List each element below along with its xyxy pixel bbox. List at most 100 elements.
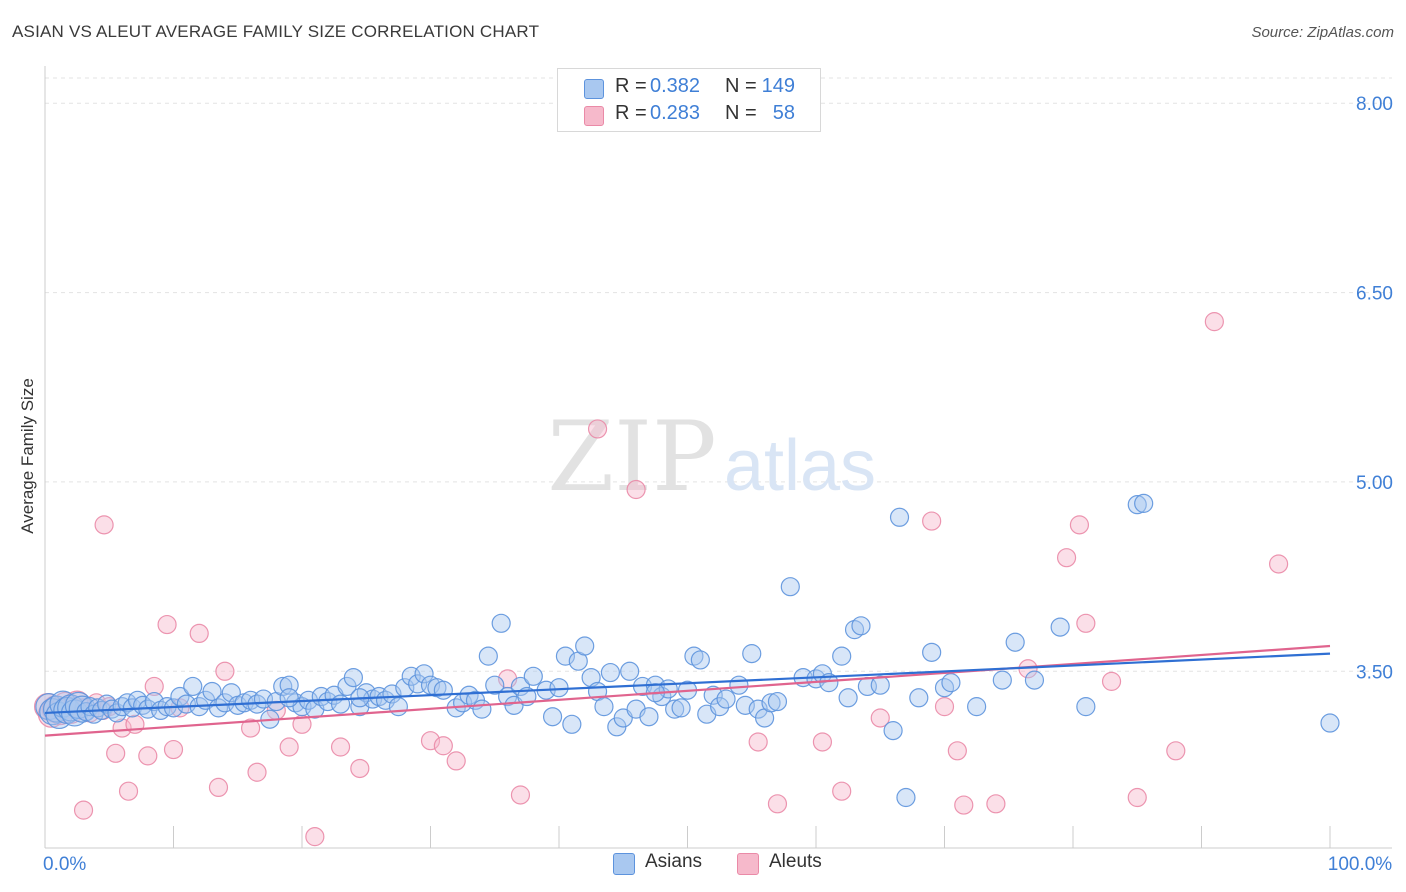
stats-legend: R = 0.382 N = 149 R = 0.283 N = 58 [557,68,821,132]
y-tick-label: 3.50 [1356,662,1393,683]
chart-title: ASIAN VS ALEUT AVERAGE FAMILY SIZE CORRE… [12,22,540,41]
asian-point [896,787,916,808]
asian-point [133,695,153,715]
asian-point [343,667,363,688]
watermark-atlas: atlas [724,426,876,506]
aleut-point [350,758,370,779]
points-layer [33,312,1340,847]
aleut-point [1076,613,1096,633]
aleut-point [1268,554,1289,574]
asian-point [665,699,685,719]
asian-point [620,661,640,681]
asian-point [1024,670,1045,690]
aleut-point [587,419,608,439]
asian-point [639,707,659,727]
x-tick-label: 0.0% [43,854,86,875]
aleut-point [215,661,235,681]
aleut-point [305,827,325,847]
aleut-point [1056,548,1077,568]
asian-point [883,721,903,741]
aleut-point [112,718,132,738]
asian-point [202,681,222,702]
aleuts-swatch [584,106,604,126]
asian-point [542,707,563,727]
aleut-point [870,708,890,728]
asian-point [459,685,479,705]
asian-point [183,676,203,697]
aleut-point [106,743,126,763]
y-tick-label: 6.50 [1356,284,1393,305]
asian-point [1320,713,1340,733]
aleuts-legend-swatch [737,853,759,875]
x-tick-label: 100.0% [1328,854,1393,875]
asian-point [1005,632,1025,652]
asians-swatch [584,79,604,99]
asian-point [433,680,453,700]
asian-point [735,695,755,715]
asian-trendline [44,652,1331,715]
asian-point [555,646,576,666]
aleut-point [433,736,453,756]
trend-layer [44,644,1331,737]
aleut-point [446,751,466,771]
aleut-point [241,718,261,738]
aleut-point [157,614,177,635]
asian-point [414,664,434,684]
asian-point [780,577,800,597]
label-layer: 3.50 5.00 6.50 8.00 0.0% 100.0% [43,94,1393,875]
asian-point [992,670,1012,690]
asian-point [1127,495,1147,515]
aleut-point [94,515,114,535]
asian-point [485,675,505,695]
asian-point [330,694,351,714]
asian-point [934,678,955,698]
asian-point [1050,617,1070,637]
asian-point [549,678,569,698]
aleut-point [510,785,531,805]
asians-legend-label: Asians [645,851,703,872]
asians-n-label: N = [725,75,757,97]
asian-point [690,650,710,670]
asians-r-label: R = [615,75,647,97]
asian-point [941,673,961,693]
source-credit: Source: ZipAtlas.com [1251,24,1394,41]
asian-point [870,675,890,695]
asian-point [562,714,582,734]
aleut-point [1166,741,1186,761]
aleut-point [420,731,441,751]
asian-point [671,698,691,718]
aleuts-legend-label: Aleuts [769,851,822,872]
y-tick-label: 8.00 [1356,94,1393,115]
asian-point [575,636,595,656]
watermark: ZIP atlas [547,401,876,513]
aleut-point [626,479,646,500]
aleut-trendline [44,644,1331,737]
aleut-point [189,623,209,644]
asian-point [273,676,293,697]
asian-point [889,507,910,527]
asian-point [851,616,871,636]
aleuts-n-value: 58 [772,102,795,124]
aleut-point [986,794,1006,814]
aleut-point [1069,515,1090,535]
aleut-point [934,697,955,717]
aleuts-n-label: N = [725,102,757,124]
asian-point [832,646,852,666]
aleuts-r-value: 0.283 [650,102,701,124]
aleut-point [947,741,967,761]
aleut-point [832,781,852,801]
aleut-point [163,739,184,760]
asian-point [1076,697,1096,717]
y-tick-label: 5.00 [1356,473,1393,494]
asian-point [594,697,614,717]
asian-point [208,698,229,718]
asian-point [221,683,241,703]
aleut-point [1101,671,1122,691]
grid-layer [45,77,1392,672]
asian-point [472,699,492,719]
asian-point [967,697,987,717]
asian-point [838,688,858,708]
asian-point [478,646,498,666]
asian-point [523,666,543,686]
asian-point [170,686,190,707]
